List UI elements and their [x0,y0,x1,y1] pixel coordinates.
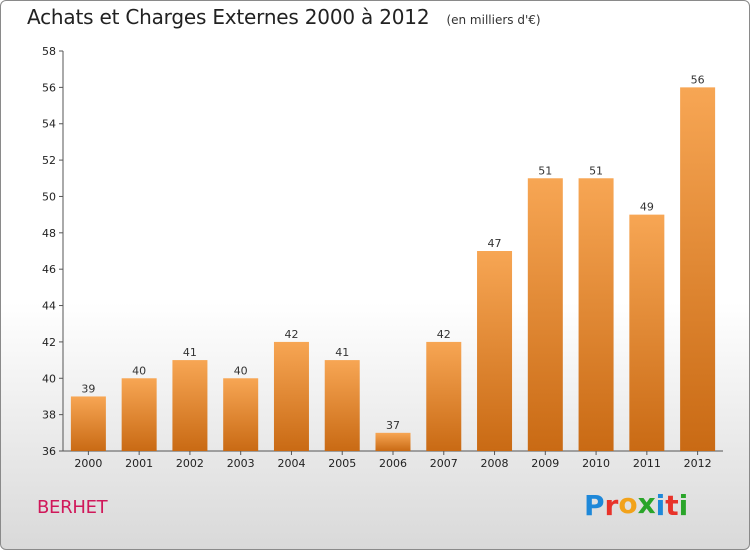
y-tick-label: 42 [42,336,56,349]
y-tick-label: 44 [42,300,56,313]
title-row: Achats et Charges Externes 2000 à 2012 (… [27,5,541,29]
bar [273,341,309,451]
bar [578,178,614,452]
x-tick-label: 2007 [430,457,458,470]
x-tick-label: 2009 [531,457,559,470]
x-tick-label: 2012 [684,457,712,470]
y-tick-label: 48 [42,227,56,240]
chart-title: Achats et Charges Externes 2000 à 2012 [27,5,430,29]
data-label: 40 [234,364,248,377]
x-tick-label: 2008 [481,457,509,470]
data-label: 41 [335,346,349,359]
x-tick-label: 2011 [633,457,661,470]
x-tick-label: 2010 [582,457,610,470]
bar [477,251,513,451]
y-tick-label: 40 [42,372,56,385]
data-label: 42 [284,328,298,341]
y-tick-label: 46 [42,263,56,276]
logo-letter: x [637,487,656,520]
x-tick-label: 2006 [379,457,407,470]
data-label: 56 [691,73,705,86]
logo-letter: i [655,489,666,522]
x-tick-label: 2001 [125,457,153,470]
data-label: 51 [589,164,603,177]
bars [70,87,716,452]
bar [426,341,462,451]
commune-name: BERHET [37,497,108,518]
proxiti-logo: Proxiti [584,487,689,522]
logo-letter: t [665,489,679,522]
y-tick-label: 52 [42,154,56,167]
bar [629,214,665,451]
chart-subtitle: (en milliers d'€) [446,13,541,27]
x-tick-label: 2005 [328,457,356,470]
logo-letter: r [604,489,619,522]
bar [527,178,563,452]
data-label: 41 [183,346,197,359]
logo-letter: P [584,489,605,522]
x-tick-label: 2002 [176,457,204,470]
data-label: 42 [437,328,451,341]
data-labels: 39 40 41 40 42 41 37 42 47 51 51 49 56 [81,73,704,431]
y-tick-label: 38 [42,409,56,422]
y-tick-label: 54 [42,118,56,131]
y-tick-label: 36 [42,445,56,458]
y-tick-label: 56 [42,81,56,94]
x-tick-label: 2004 [277,457,305,470]
bar [375,432,411,451]
bar [172,360,208,451]
data-label: 51 [538,164,552,177]
bar [680,87,716,451]
logo-letter: o [618,487,638,520]
y-tick-label: 50 [42,190,56,203]
bar [223,378,259,451]
y-tick-label: 58 [42,45,56,58]
bar [121,378,157,451]
logo-letter: i [678,489,689,522]
data-label: 37 [386,419,400,432]
data-label: 39 [81,382,95,395]
x-tick-label: 2003 [227,457,255,470]
bar [324,360,360,451]
data-label: 40 [132,364,146,377]
x-tick-label: 2000 [74,457,102,470]
data-label: 47 [488,237,502,250]
bar [70,396,106,451]
axes: 36 38 40 42 44 46 48 50 52 54 56 58 2000 2001 2002 2003… [42,45,723,470]
data-label: 49 [640,201,654,214]
